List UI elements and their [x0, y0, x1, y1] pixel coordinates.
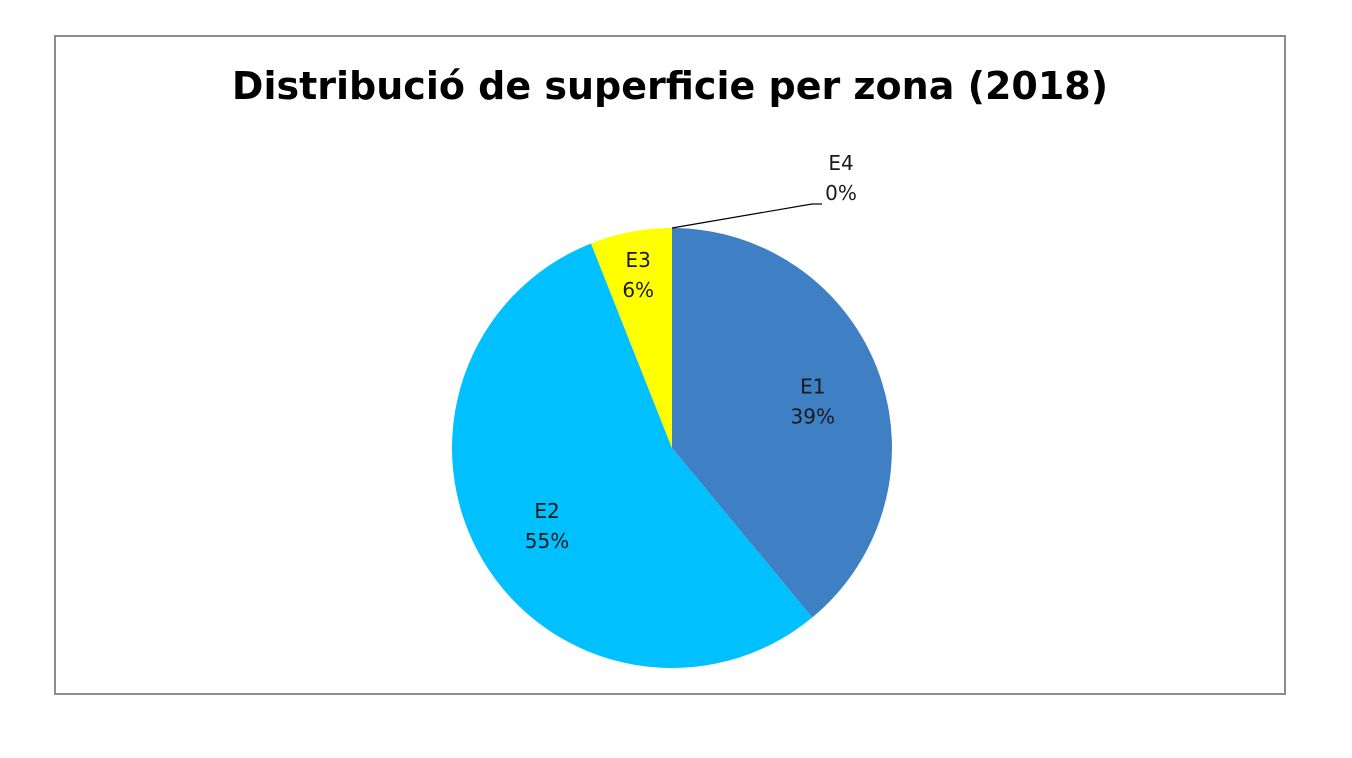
e4-leader-line: [671, 203, 813, 229]
pie-slice-e2: [452, 243, 813, 669]
data-label-name-e2: E2: [534, 499, 559, 523]
data-label-value-e2: 55%: [525, 529, 569, 553]
data-label-value-e3: 6%: [622, 278, 654, 302]
data-label-name-e1: E1: [800, 374, 825, 398]
data-label-value-e4: 0%: [825, 181, 857, 205]
pie-slice-e1: [672, 228, 893, 618]
data-label-name-e4: E4: [828, 151, 853, 175]
chart-title: Distribució de superficie per zona (2018…: [231, 64, 1109, 108]
pie-labels: E1 39% E2 55% E3 6% E4 0%: [525, 151, 857, 553]
data-label-name-e3: E3: [626, 248, 651, 272]
data-label-value-e1: 39%: [791, 404, 835, 428]
pie-slice-e3: [591, 228, 672, 448]
pie-slices: [452, 228, 893, 669]
